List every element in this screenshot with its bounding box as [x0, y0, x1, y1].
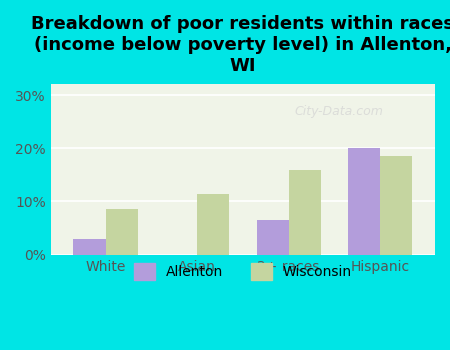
Legend: Allenton, Wisconsin: Allenton, Wisconsin [128, 257, 357, 285]
Bar [197, 194, 229, 255]
Text: City-Data.com: City-Data.com [294, 105, 383, 118]
Bar [256, 220, 288, 255]
Bar [73, 239, 105, 255]
Title: Breakdown of poor residents within races
(income below poverty level) in Allento: Breakdown of poor residents within races… [32, 15, 450, 75]
Bar [380, 156, 412, 255]
Bar [105, 209, 138, 255]
Bar [348, 148, 380, 255]
Bar [288, 169, 320, 255]
